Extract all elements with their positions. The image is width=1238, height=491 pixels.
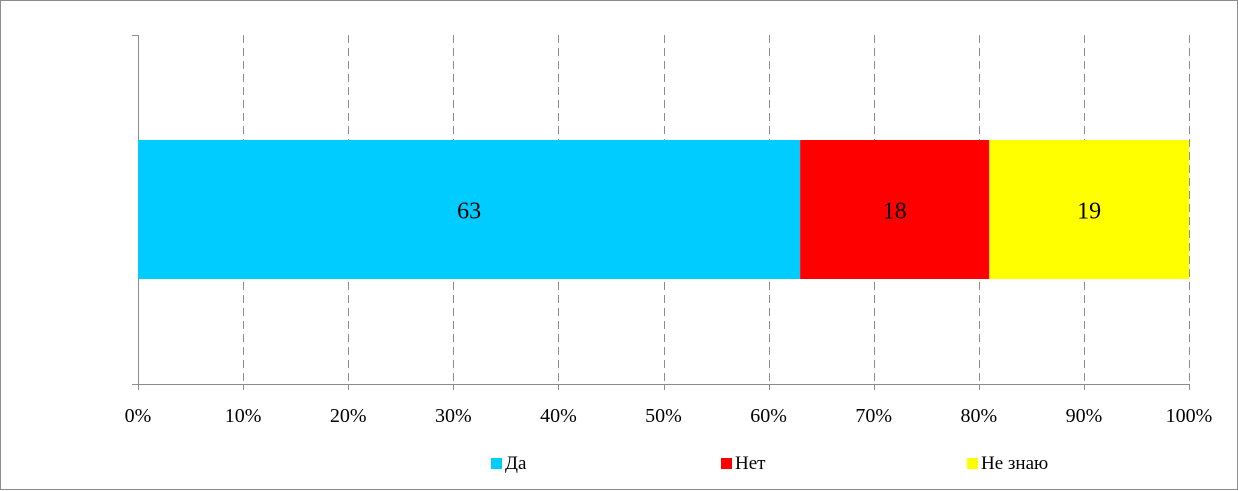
x-tick-label: 70% xyxy=(855,405,892,427)
legend: Да Нет Не знаю xyxy=(491,453,1048,474)
bars xyxy=(138,140,1189,279)
bar-segment xyxy=(138,140,801,279)
x-tick-label: 90% xyxy=(1066,405,1103,427)
x-tick-label: 50% xyxy=(645,405,682,427)
bar-segment xyxy=(800,140,990,279)
legend-label: Не знаю xyxy=(981,453,1048,474)
legend-item: Да xyxy=(491,453,527,474)
x-tick-label: 80% xyxy=(960,405,997,427)
x-tick-label: 30% xyxy=(435,405,472,427)
legend-swatch xyxy=(967,458,978,469)
data-label: 63 xyxy=(457,199,481,225)
legend-swatch xyxy=(491,458,502,469)
x-tick-label: 20% xyxy=(330,405,367,427)
data-label: 18 xyxy=(883,199,907,225)
x-tick-label: 40% xyxy=(540,405,577,427)
data-labels: 63 18 19 xyxy=(457,199,1101,225)
legend-swatch xyxy=(721,458,732,469)
x-tick-labels: 0% 10% 20% 30% 40% 50% 60% 70% 80% 90% 100% xyxy=(125,405,1213,427)
legend-item: Не знаю xyxy=(967,453,1048,474)
legend-label: Да xyxy=(505,453,527,474)
x-tick-label: 0% xyxy=(125,405,152,427)
data-label: 19 xyxy=(1077,199,1101,225)
legend-label: Нет xyxy=(735,453,766,474)
x-tick-label: 100% xyxy=(1166,405,1213,427)
x-tick-label: 60% xyxy=(750,405,787,427)
legend-item: Нет xyxy=(721,453,766,474)
x-tick-label: 10% xyxy=(225,405,262,427)
bar-segment xyxy=(989,140,1189,279)
